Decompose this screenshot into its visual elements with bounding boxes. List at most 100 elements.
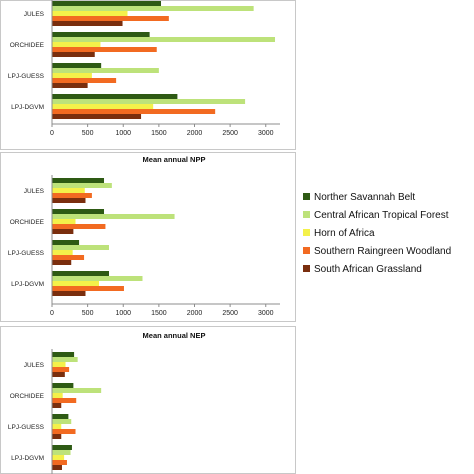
bar-lpj-guess-2	[52, 245, 109, 250]
category-label: LPJ-GUESS	[8, 424, 45, 431]
bar-lpj-guess-1	[52, 240, 80, 245]
category-label: LPJ-GUESS	[8, 250, 45, 257]
bar-lpj-dgvm-4	[52, 286, 124, 291]
bar-lpj-guess-3	[52, 250, 73, 255]
bar-lpj-guess-1	[52, 414, 69, 419]
legend-swatch	[303, 193, 310, 200]
bar-orchidee-5	[52, 229, 74, 234]
bar-lpj-dgvm-4	[52, 109, 216, 114]
x-tick-label: 1000	[115, 310, 131, 317]
x-tick-label: 2000	[187, 310, 203, 317]
panel-frame	[0, 152, 296, 322]
chart-panel-2: Mean annual NPP JULES ORCHIDEE LPJ-GUESS LPJ…	[0, 152, 296, 322]
bar-jules-1	[52, 178, 105, 183]
category-label: JULES	[24, 11, 45, 18]
bar-lpj-dgvm-2	[52, 276, 143, 281]
bar-orchidee-5	[52, 52, 95, 57]
chart-legend: Norther Savannah Belt Central African Tro…	[303, 192, 451, 275]
bar-lpj-guess-1	[52, 63, 102, 68]
panel-frame	[0, 0, 296, 150]
bar-jules-4	[52, 16, 169, 21]
bar-orchidee-3	[52, 42, 101, 47]
legend-label: South African Grassland	[314, 264, 422, 275]
category-label: LPJ-DGVM	[11, 104, 44, 111]
legend-swatch	[303, 265, 310, 272]
bar-orchidee-2	[52, 388, 102, 393]
bar-lpj-dgvm-5	[52, 291, 86, 296]
x-tick-label: 0	[50, 130, 54, 137]
panel-title: Mean annual NEP	[143, 331, 206, 340]
legend-swatch	[303, 211, 310, 218]
x-tick-label: 2000	[187, 130, 203, 137]
x-tick-label: 1500	[151, 310, 167, 317]
bar-lpj-guess-2	[52, 419, 72, 424]
bar-lpj-guess-2	[52, 68, 159, 73]
bar-lpj-dgvm-1	[52, 445, 72, 450]
category-label: JULES	[24, 362, 45, 369]
bar-orchidee-1	[52, 209, 105, 214]
panel-frame	[0, 326, 296, 474]
legend-swatch	[303, 229, 310, 236]
x-tick-label: 1000	[115, 130, 131, 137]
bar-jules-1	[52, 1, 162, 6]
bar-orchidee-3	[52, 219, 76, 224]
bar-lpj-guess-5	[52, 434, 62, 439]
bar-jules-5	[52, 198, 86, 203]
bar-lpj-guess-4	[52, 78, 117, 83]
bar-lpj-dgvm-5	[52, 465, 62, 470]
x-tick-label: 3000	[258, 310, 274, 317]
bar-orchidee-2	[52, 37, 276, 42]
chart-panel-1: JULES ORCHIDEE LPJ-GUESS LPJ-DGVM 0 500 1000 15…	[0, 0, 296, 150]
bar-jules-5	[52, 21, 123, 26]
legend-swatch	[303, 247, 310, 254]
bar-jules-1	[52, 352, 75, 357]
x-tick-label: 500	[82, 130, 94, 137]
bar-lpj-dgvm-2	[52, 99, 246, 104]
x-tick-label: 3000	[258, 130, 274, 137]
bar-jules-2	[52, 183, 112, 188]
legend-label: Norther Savannah Belt	[314, 192, 415, 203]
bar-jules-4	[52, 193, 92, 198]
bar-lpj-dgvm-2	[52, 450, 71, 455]
category-label: ORCHIDEE	[10, 393, 45, 400]
bar-lpj-dgvm-1	[52, 271, 109, 276]
bar-jules-3	[52, 11, 128, 16]
bar-lpj-guess-3	[52, 424, 62, 429]
bar-lpj-dgvm-4	[52, 460, 67, 465]
category-label: ORCHIDEE	[10, 42, 45, 49]
bar-orchidee-1	[52, 383, 74, 388]
bar-lpj-dgvm-3	[52, 104, 154, 109]
chart-panels: JULES ORCHIDEE LPJ-GUESS LPJ-DGVM 0 500 1000 15…	[0, 0, 296, 474]
bar-lpj-dgvm-3	[52, 281, 100, 286]
bar-jules-4	[52, 367, 70, 372]
x-tick-label: 2500	[222, 130, 238, 137]
x-tick-label: 0	[50, 310, 54, 317]
bar-jules-3	[52, 362, 66, 367]
x-tick-label: 1500	[151, 130, 167, 137]
bar-lpj-guess-5	[52, 83, 88, 88]
bar-lpj-guess-4	[52, 429, 76, 434]
panel-title: Mean annual NPP	[143, 155, 206, 164]
category-label: ORCHIDEE	[10, 219, 45, 226]
bar-orchidee-2	[52, 214, 175, 219]
bar-lpj-guess-4	[52, 255, 85, 260]
bar-orchidee-4	[52, 224, 106, 229]
x-tick-label: 500	[82, 310, 94, 317]
category-label: LPJ-GUESS	[8, 73, 45, 80]
bar-lpj-dgvm-5	[52, 114, 142, 119]
bar-lpj-guess-5	[52, 260, 72, 265]
bar-orchidee-3	[52, 393, 63, 398]
bar-jules-2	[52, 6, 254, 11]
bar-orchidee-1	[52, 32, 150, 37]
category-label: LPJ-DGVM	[11, 281, 44, 288]
category-label: JULES	[24, 188, 45, 195]
legend-label: Central African Tropical Forest	[314, 210, 449, 221]
legend-label: Horn of Africa	[314, 228, 375, 239]
bar-lpj-dgvm-1	[52, 94, 178, 99]
legend-label: Southern Raingreen Woodland	[314, 246, 451, 257]
x-tick-label: 2500	[222, 310, 238, 317]
category-label: LPJ-DGVM	[11, 455, 44, 462]
bar-orchidee-4	[52, 398, 77, 403]
bar-orchidee-5	[52, 403, 62, 408]
